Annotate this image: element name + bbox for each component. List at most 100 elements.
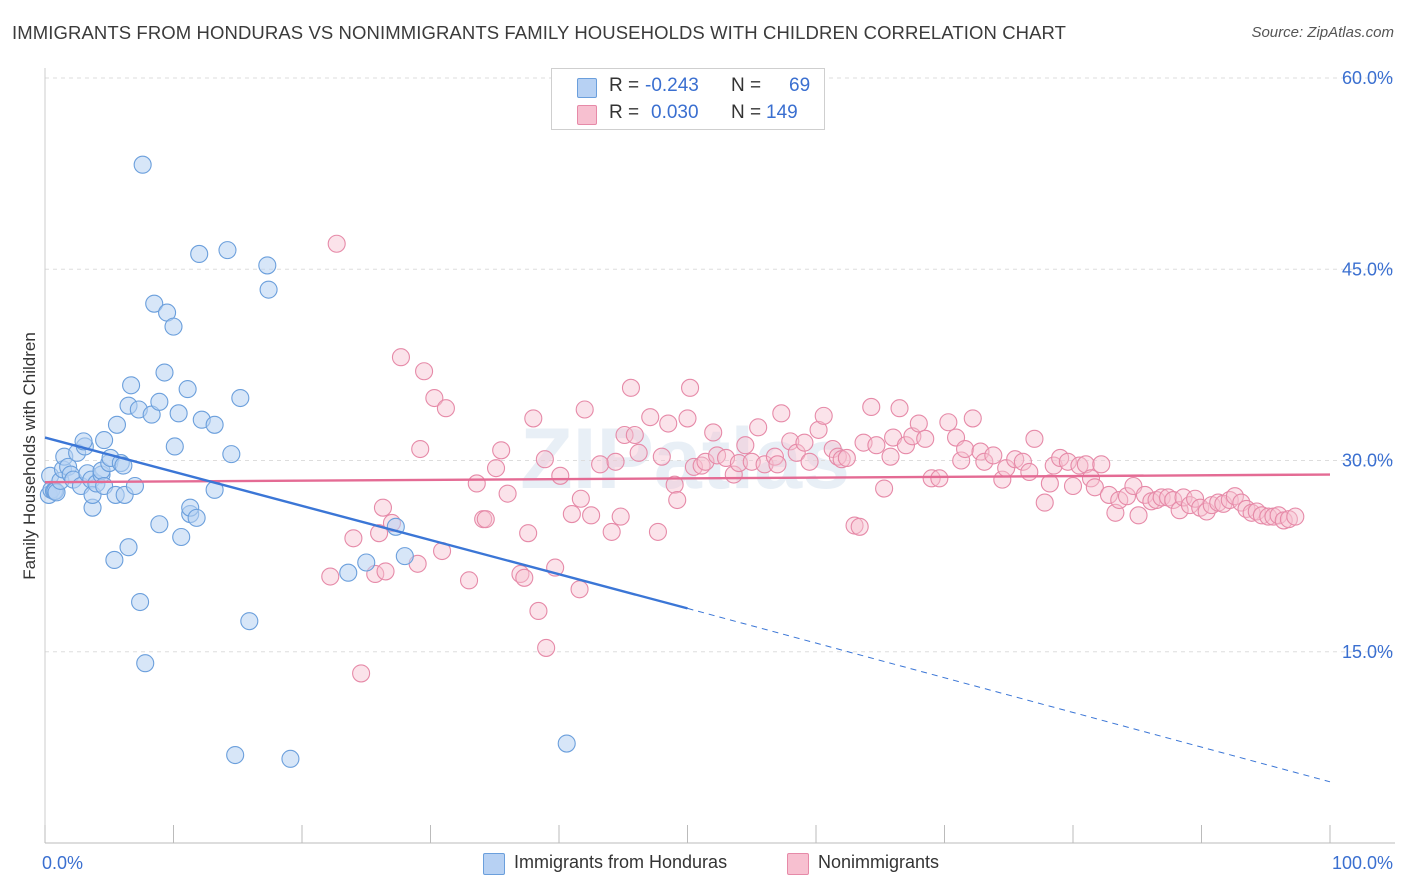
nonimmigrants-point xyxy=(327,234,346,253)
nonimmigrants-point xyxy=(916,429,935,448)
honduras-point xyxy=(150,392,169,411)
honduras-point xyxy=(190,244,209,263)
nonimmigrants-point xyxy=(678,409,697,428)
honduras-point xyxy=(226,745,245,765)
nonimmigrants-point xyxy=(1025,429,1044,448)
nonimmigrants-point xyxy=(551,466,570,485)
source-label: Source: ZipAtlas.com xyxy=(1251,24,1394,41)
nonimmigrants-point xyxy=(515,568,534,587)
nonimmigrants-point xyxy=(415,362,434,381)
nonimmigrants-point xyxy=(659,414,678,433)
y-tick-label: 45.0% xyxy=(1342,259,1393,279)
chart-title: IMMIGRANTS FROM HONDURAS VS NONIMMIGRANT… xyxy=(12,22,1067,43)
nonimmigrants-point xyxy=(652,447,671,466)
nonimmigrants-point xyxy=(606,452,625,471)
honduras-point xyxy=(122,376,141,395)
nonimmigrants-point xyxy=(956,439,975,459)
honduras-point xyxy=(205,415,224,434)
nonimmigrants-point xyxy=(1063,476,1083,496)
nonimmigrants-point xyxy=(975,452,994,471)
n-label: N = xyxy=(731,102,762,123)
x-tick-label: 0.0% xyxy=(42,853,83,873)
nonimmigrants-point xyxy=(922,469,941,488)
nonimmigrants-point xyxy=(681,378,700,397)
nonimmigrants-point xyxy=(696,452,715,471)
honduras-point xyxy=(136,654,155,673)
nonimmigrants-point xyxy=(875,479,894,498)
nonimmigrants-point xyxy=(411,439,430,459)
nonimmigrants-point xyxy=(1164,490,1183,510)
nonimmigrants-point xyxy=(344,529,363,548)
nonimmigrants-point xyxy=(1092,455,1111,474)
nonimmigrants-point xyxy=(611,507,630,526)
nonimmigrants-point xyxy=(1013,452,1032,471)
honduras-point xyxy=(105,550,124,570)
nonimmigrants-point xyxy=(684,457,703,476)
r-label: R = xyxy=(609,75,640,96)
honduras-point xyxy=(178,380,197,399)
honduras-point xyxy=(218,241,237,260)
nonimmigrants-point xyxy=(648,522,667,541)
n-label: N = xyxy=(731,75,762,96)
nonimmigrants-point xyxy=(837,448,856,468)
nonimmigrants-point xyxy=(1081,469,1101,488)
pink-swatch-icon xyxy=(787,853,809,875)
nonimmigrants-point xyxy=(1099,485,1119,504)
nonimmigrants-point xyxy=(755,455,774,474)
nonimmigrants-point xyxy=(562,504,581,524)
nonimmigrants-point xyxy=(641,408,660,427)
nonimmigrants-point xyxy=(1058,452,1077,471)
nonimmigrants-point xyxy=(896,436,916,455)
y-tick-label: 60.0% xyxy=(1342,68,1393,88)
legend-label: Immigrants from Honduras xyxy=(514,852,728,872)
nonimmigrants-point xyxy=(486,459,506,478)
nonimmigrants-point xyxy=(352,664,371,683)
nonimmigrants-point xyxy=(370,524,389,543)
nonimmigrants-point xyxy=(391,348,410,367)
nonimmigrants-point xyxy=(668,490,687,510)
honduras-point xyxy=(557,734,576,753)
nonimmigrants-point xyxy=(524,409,543,428)
nonimmigrants-point xyxy=(800,452,819,471)
n-value: 149 xyxy=(766,102,798,123)
nonimmigrants-point xyxy=(625,425,644,445)
n-value: 69 xyxy=(789,75,811,96)
nonimmigrants-point xyxy=(909,414,928,433)
nonimmigrants-point xyxy=(1035,493,1054,512)
nonimmigrants-point xyxy=(1044,456,1063,475)
nonimmigrants-point xyxy=(1129,506,1148,525)
nonimmigrants-point xyxy=(535,450,554,469)
nonimmigrants-point xyxy=(984,446,1003,465)
honduras-point xyxy=(259,280,278,299)
honduras-point xyxy=(133,155,152,174)
nonimmigrants-point xyxy=(1040,474,1059,493)
nonimmigrants-point xyxy=(476,510,495,529)
nonimmigrants-point xyxy=(1117,487,1137,506)
nonimmigrants-point xyxy=(582,506,601,525)
stats-legend: R = -0.243 N = 69 R = 0.030 N = 149 xyxy=(551,68,825,130)
honduras-point xyxy=(131,592,150,612)
nonimmigrants-point xyxy=(781,432,800,451)
honduras-point xyxy=(240,612,259,631)
honduras-point xyxy=(145,294,164,313)
nonimmigrants-point xyxy=(621,378,641,397)
honduras-point xyxy=(119,538,138,557)
nonimmigrants-point xyxy=(629,443,648,462)
honduras-point xyxy=(95,431,114,450)
nonimmigrants-point xyxy=(814,406,833,425)
nonimmigrants-point xyxy=(570,580,589,599)
nonimmigrants-point xyxy=(537,638,556,657)
nonimmigrants-point xyxy=(729,453,748,473)
nonimmigrants-point xyxy=(492,441,511,460)
honduras-point xyxy=(107,415,127,434)
honduras-point xyxy=(357,553,376,572)
nonimmigrants-point xyxy=(1286,507,1305,526)
legend-label: Nonimmigrants xyxy=(818,852,940,872)
nonimmigrants-point xyxy=(736,436,755,455)
honduras-point xyxy=(258,256,277,275)
nonimmigrants-point xyxy=(519,524,538,543)
nonimmigrants-point xyxy=(602,522,621,541)
nonimmigrants-point xyxy=(772,404,791,423)
honduras-point xyxy=(150,515,169,534)
